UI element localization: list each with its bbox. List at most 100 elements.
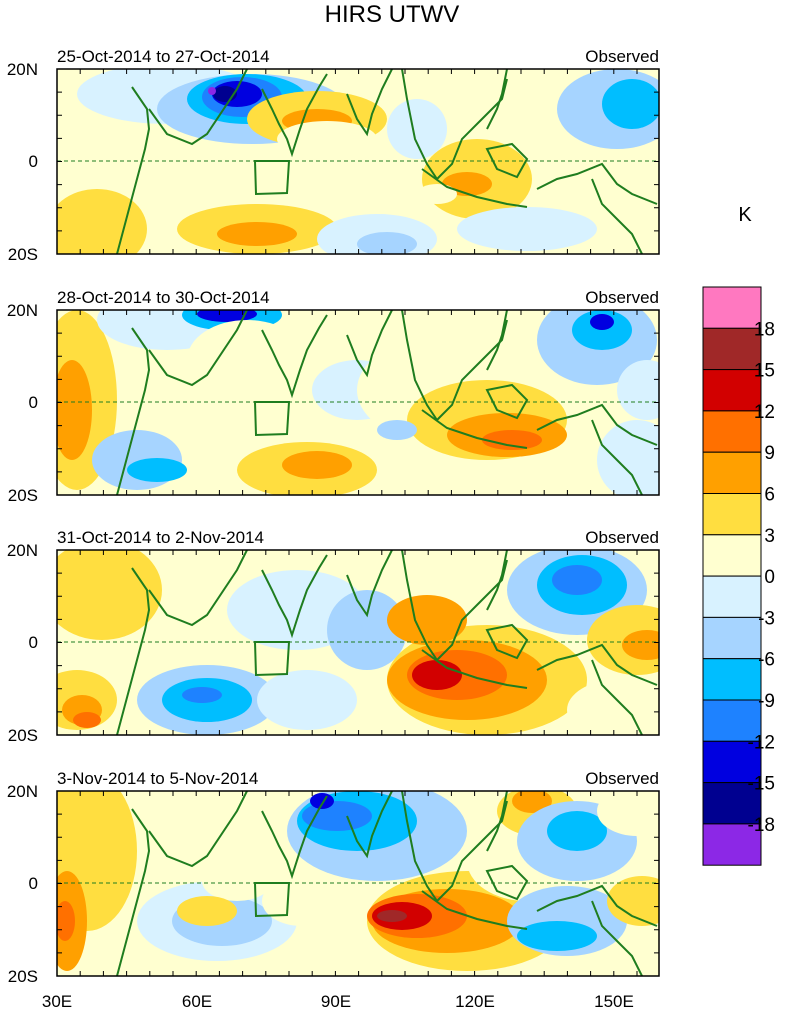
anomaly-contour [377,420,417,440]
coastline [421,168,528,208]
coastline [485,864,529,901]
coastline [346,550,393,618]
colorbar-tick-label: -18 [748,815,775,836]
panel-date-range: 25-Oct-2014 to 27-Oct-2014 [57,47,270,66]
coastlines [116,791,658,976]
lat-label: 20S [8,967,38,986]
panel-date-range: 31-Oct-2014 to 2-Nov-2014 [57,528,264,547]
anomaly-contour [590,314,614,330]
colorbar-unit: K [738,204,752,226]
anomaly-contour [597,420,659,495]
anomaly-contour [57,901,75,941]
anomaly-contour [512,791,552,813]
map-panel: 25-Oct-2014 to 27-Oct-2014 Observed 20N 0 20… [7,47,660,264]
lat-label: 0 [29,393,38,412]
colorbar-swatch [702,575,762,618]
colorbar-tick-label: -3 [758,608,775,629]
anomaly-field [57,69,659,254]
coastline [536,643,658,686]
colorbar-tick-label: -15 [748,774,775,795]
coastline [486,791,508,852]
anomaly-contour [622,630,659,660]
lon-label-90e: 90E [321,992,351,1011]
lat-label: 0 [29,874,38,893]
colorbar: K 18 15 12 9 6 3 0 -3 -6 -9 -12 -15 -18 [702,204,775,866]
colorbar-swatch [702,493,762,536]
colorbar-tick-label: 12 [754,402,775,423]
coastline [421,890,528,930]
coastline [421,649,528,689]
coastline [536,162,658,205]
lon-label-60e: 60E [182,992,212,1011]
coastline [261,314,328,399]
panel-date-range: 3-Nov-2014 to 5-Nov-2014 [57,769,258,788]
study-region-box [253,641,291,677]
coastline [591,659,643,735]
coastline [485,142,529,179]
anomaly-contour [282,451,352,479]
study-region-box [253,160,291,196]
study-region-box [253,401,291,437]
anomaly-contour [197,310,257,322]
coastline [486,550,508,611]
coastline [116,567,151,735]
anomaly-contour [57,550,162,640]
anomaly-contour [617,360,659,420]
lat-label: 20N [7,301,38,320]
colorbar-tick-label: -12 [748,732,775,753]
colorbar-swatch [702,451,762,495]
coastline [116,86,151,254]
coastline [485,623,529,660]
coastline [401,550,508,662]
anomaly-contour [482,430,542,450]
anomaly-contour [127,458,187,482]
coastline [116,808,151,976]
coastline [485,383,529,420]
colorbar-swatch [702,410,762,453]
coastline [261,795,328,880]
coastline [148,69,248,146]
colorbar-tick-label: 9 [764,443,775,464]
coastline [261,73,328,158]
anomaly-contour [417,184,457,204]
lat-label: 20N [7,60,38,79]
panel-label: Observed [585,769,659,788]
panel-date-range: 28-Oct-2014 to 30-Oct-2014 [57,288,270,307]
colorbar-swatch [702,327,762,371]
anomaly-contour [327,590,407,670]
lon-label-120e: 120E [455,992,495,1011]
anomaly-contour [387,595,467,645]
anomaly-contour [57,360,92,460]
anomaly-contour [187,320,307,400]
anomaly-contour [262,876,342,926]
colorbar-swatch [702,369,762,412]
lon-label-30e: 30E [42,992,72,1011]
coastline [536,403,658,446]
anomaly-contour [357,232,417,254]
axis-ticks [56,549,659,736]
coastline [486,310,508,371]
anomaly-field [57,310,659,495]
lat-label: 0 [29,633,38,652]
coastline [148,550,248,627]
lat-label: 20S [8,486,38,505]
study-region-box [253,882,291,918]
anomaly-contour [597,791,659,836]
lat-label: 20N [7,541,38,560]
coastline [346,310,393,378]
colorbar-tick-label: -6 [758,650,775,671]
anomaly-contour [73,712,101,728]
anomaly-contour [517,921,597,951]
anomaly-contour [57,189,147,254]
anomaly-contour [277,121,377,157]
anomaly-contour [177,896,237,926]
colorbar-swatch [702,823,762,866]
colorbar-swatch [702,534,762,577]
anomaly-field [57,791,659,971]
anomaly-contour [310,793,334,809]
anomaly-contour [457,207,597,251]
map-panel: 3-Nov-2014 to 5-Nov-2014 Observed 20N 0 20S [7,769,660,986]
anomaly-contour [57,791,137,931]
anomaly-contour [182,687,222,703]
panel-label: Observed [585,47,659,66]
